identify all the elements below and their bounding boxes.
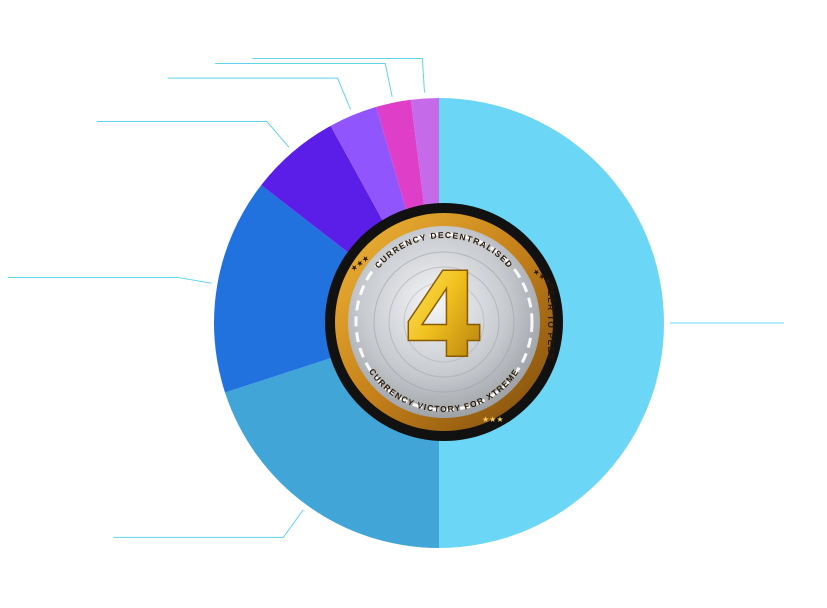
leader-lines <box>7 58 784 538</box>
coin-silver-face <box>348 226 540 418</box>
leader-line-4 <box>167 77 352 110</box>
coin-inner-dashes <box>354 232 534 412</box>
leader-line-1 <box>113 509 304 538</box>
leader-line-3 <box>96 120 290 148</box>
leader-line-2 <box>7 276 212 284</box>
coin-stars-bottom: ★★★ <box>482 415 504 424</box>
coin-engraving-1 <box>373 251 515 393</box>
leader-line-6 <box>252 58 425 93</box>
coin-emblem: CURRENCY DECENTRALISED PEER TO PEER CURR… <box>325 203 563 441</box>
coin-engraving-3 <box>403 281 485 363</box>
coin-logo-glyph: 4 <box>403 246 485 384</box>
coin-engraving-2 <box>388 266 500 378</box>
coin-right-text: PEER TO PEER <box>546 283 556 360</box>
leader-line-5 <box>215 63 393 97</box>
